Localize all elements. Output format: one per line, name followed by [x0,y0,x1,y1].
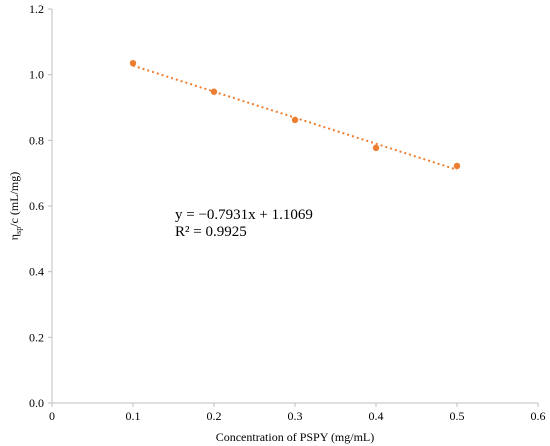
data-point [210,88,218,95]
y-axis-title-subscript: sp [14,227,23,234]
y-tick-label: 1.0 [29,68,44,82]
y-tick-label: 0.6 [29,199,44,213]
x-tick-label: 0.6 [531,409,546,423]
x-tick-label: 0.2 [207,409,222,423]
x-tick-label: 0.4 [369,409,384,423]
x-axis-title: Concentration of PSPY (mg/mL) [216,430,375,444]
x-axis-ticks: 0 0.1 0.2 0.3 0.4 0.5 0.6 [49,403,546,423]
y-axis-ticks: 0.0 0.2 0.4 0.6 0.8 1.0 1.2 [29,2,52,410]
y-tick-label: 1.2 [29,2,44,16]
y-axis-title-rest: /c (mL/mg) [7,172,21,227]
x-tick-label: 0.3 [288,409,303,423]
data-points [129,59,461,170]
y-tick-label: 0.8 [29,133,44,147]
data-point [291,116,299,124]
y-axis-title-symbol: η [7,234,21,240]
data-point [453,162,461,170]
data-point [372,144,380,152]
y-axis-title: ηsp/c (mL/mg) [7,172,23,240]
equation-annotation: y = −0.7931x + 1.1069 [175,207,313,223]
x-tick-label: 0 [49,409,55,423]
x-tick-label: 0.5 [450,409,465,423]
y-tick-label: 0.2 [29,330,44,344]
data-point [129,59,137,67]
x-tick-label: 0.1 [126,409,141,423]
y-tick-label: 0.0 [29,396,44,410]
y-tick-label: 0.4 [29,265,44,279]
r-squared-annotation: R² = 0.9925 [175,224,247,240]
